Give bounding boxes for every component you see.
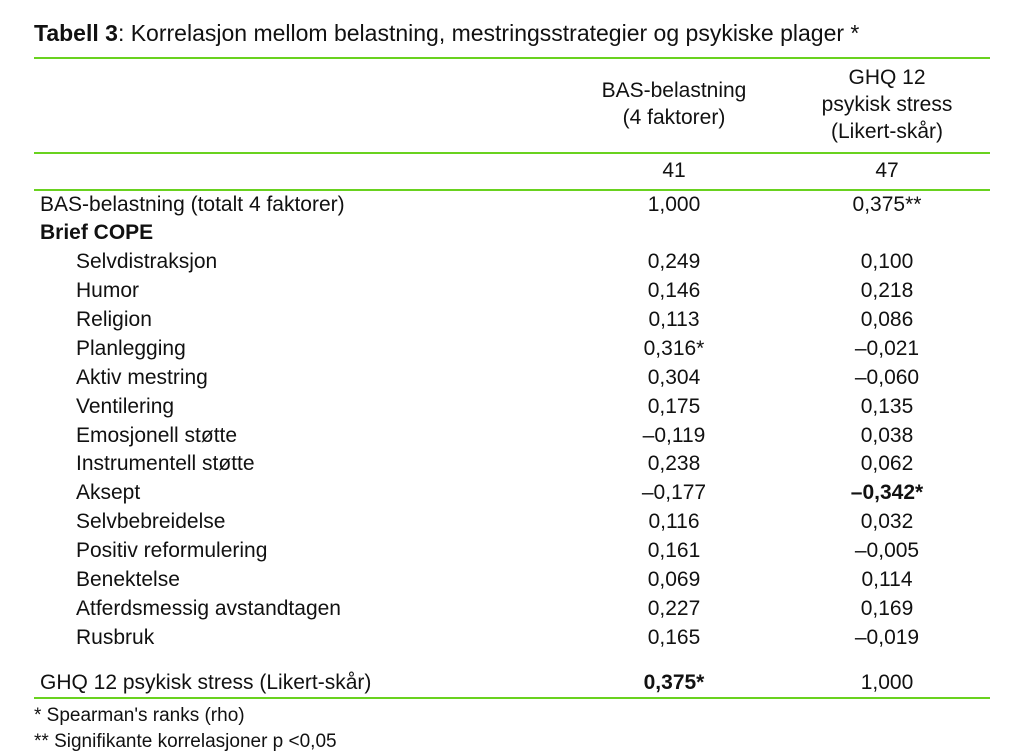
- header-ghq: GHQ 12 psykisk stress (Likert-skår): [784, 58, 990, 153]
- row-bas-value: 0,238: [564, 450, 784, 479]
- row-bas-value: 0,175: [564, 393, 784, 422]
- table-row: Instrumentell støtte0,2380,062: [34, 450, 990, 479]
- table-row: Positiv reformulering0,161–0,005: [34, 537, 990, 566]
- row-label: Planlegging: [34, 335, 564, 364]
- table-header-row: BAS-belastning (4 faktorer) GHQ 12 psyki…: [34, 58, 990, 153]
- table-row: Aktiv mestring0,304–0,060: [34, 364, 990, 393]
- table-row: Benektelse0,0690,114: [34, 566, 990, 595]
- row-ghq-value: –0,005: [784, 537, 990, 566]
- row-ghq-total-ghq: 1,000: [784, 669, 990, 699]
- row-label: Instrumentell støtte: [34, 450, 564, 479]
- row-bas-value: 0,304: [564, 364, 784, 393]
- row-ghq-total: GHQ 12 psykisk stress (Likert-skår) 0,37…: [34, 669, 990, 699]
- row-bas-value: 0,146: [564, 277, 784, 306]
- row-bas-value: 0,113: [564, 306, 784, 335]
- table-row: Selvdistraksjon0,2490,100: [34, 248, 990, 277]
- row-bas-value: 0,227: [564, 595, 784, 624]
- header-bas-line1: BAS-belastning: [602, 79, 747, 102]
- table-figure: Tabell 3: Korrelasjon mellom belastning,…: [0, 0, 1024, 734]
- table-row: Atferdsmessig avstandtagen0,2270,169: [34, 595, 990, 624]
- row-label: Aksept: [34, 479, 564, 508]
- row-label: Positiv reformulering: [34, 537, 564, 566]
- row-label: Religion: [34, 306, 564, 335]
- table-title: Tabell 3: Korrelasjon mellom belastning,…: [34, 18, 990, 49]
- table-row: Selvbebreidelse0,1160,032: [34, 508, 990, 537]
- footnote-1: * Spearman's ranks (rho): [34, 703, 990, 729]
- row-briefcope-header: Brief COPE: [34, 219, 990, 248]
- correlation-table: BAS-belastning (4 faktorer) GHQ 12 psyki…: [34, 57, 990, 699]
- briefcope-label: Brief COPE: [34, 219, 564, 248]
- row-label: Emosjonell støtte: [34, 422, 564, 451]
- table-n-row: 41 47: [34, 153, 990, 190]
- row-bas-total-ghq: 0,375**: [784, 190, 990, 220]
- spacer-row: [34, 653, 990, 669]
- row-ghq-value: 0,218: [784, 277, 990, 306]
- row-ghq-value: 0,100: [784, 248, 990, 277]
- row-bas-value: 0,161: [564, 537, 784, 566]
- row-ghq-value: –0,060: [784, 364, 990, 393]
- row-bas-value: 0,069: [564, 566, 784, 595]
- table-row: Planlegging0,316*–0,021: [34, 335, 990, 364]
- footnote-2: ** Signifikante korrelasjoner p <0,05: [34, 729, 990, 755]
- row-bas-value: –0,177: [564, 479, 784, 508]
- table-title-label: Tabell 3: [34, 20, 118, 46]
- row-label: Benektelse: [34, 566, 564, 595]
- row-ghq-value: 0,062: [784, 450, 990, 479]
- row-label: Ventilering: [34, 393, 564, 422]
- header-bas: BAS-belastning (4 faktorer): [564, 58, 784, 153]
- row-bas-total: BAS-belastning (totalt 4 faktorer) 1,000…: [34, 190, 990, 220]
- header-ghq-line2: psykisk stress: [822, 93, 953, 116]
- table-row: Aksept–0,177–0,342*: [34, 479, 990, 508]
- row-bas-value: 0,116: [564, 508, 784, 537]
- n-empty: [34, 153, 564, 190]
- row-bas-total-label: BAS-belastning (totalt 4 faktorer): [34, 190, 564, 220]
- table-row: Religion0,1130,086: [34, 306, 990, 335]
- row-ghq-value: –0,342*: [784, 479, 990, 508]
- header-empty: [34, 58, 564, 153]
- table-row: Humor0,1460,218: [34, 277, 990, 306]
- briefcope-body: Selvdistraksjon0,2490,100Humor0,1460,218…: [34, 248, 990, 652]
- row-bas-value: 0,249: [564, 248, 784, 277]
- row-bas-total-bas: 1,000: [564, 190, 784, 220]
- row-label: Selvdistraksjon: [34, 248, 564, 277]
- row-bas-value: –0,119: [564, 422, 784, 451]
- row-label: Humor: [34, 277, 564, 306]
- row-ghq-value: 0,032: [784, 508, 990, 537]
- table-title-text: : Korrelasjon mellom belastning, mestrin…: [118, 20, 859, 46]
- table-row: Ventilering0,1750,135: [34, 393, 990, 422]
- row-ghq-total-label: GHQ 12 psykisk stress (Likert-skår): [34, 669, 564, 699]
- header-bas-line2: (4 faktorer): [623, 106, 726, 129]
- row-label: Selvbebreidelse: [34, 508, 564, 537]
- row-ghq-value: –0,019: [784, 624, 990, 653]
- row-ghq-value: –0,021: [784, 335, 990, 364]
- n-ghq: 47: [784, 153, 990, 190]
- row-label: Atferdsmessig avstandtagen: [34, 595, 564, 624]
- row-ghq-value: 0,114: [784, 566, 990, 595]
- row-ghq-value: 0,038: [784, 422, 990, 451]
- row-ghq-total-bas: 0,375*: [564, 669, 784, 699]
- row-label: Aktiv mestring: [34, 364, 564, 393]
- row-bas-value: 0,165: [564, 624, 784, 653]
- row-ghq-value: 0,135: [784, 393, 990, 422]
- header-ghq-line3: (Likert-skår): [831, 120, 943, 143]
- row-ghq-value: 0,086: [784, 306, 990, 335]
- header-ghq-line1: GHQ 12: [848, 66, 925, 89]
- table-row: Rusbruk0,165–0,019: [34, 624, 990, 653]
- table-row: Emosjonell støtte–0,1190,038: [34, 422, 990, 451]
- footnotes: * Spearman's ranks (rho) ** Signifikante…: [34, 699, 990, 754]
- n-bas: 41: [564, 153, 784, 190]
- row-bas-value: 0,316*: [564, 335, 784, 364]
- row-ghq-value: 0,169: [784, 595, 990, 624]
- row-label: Rusbruk: [34, 624, 564, 653]
